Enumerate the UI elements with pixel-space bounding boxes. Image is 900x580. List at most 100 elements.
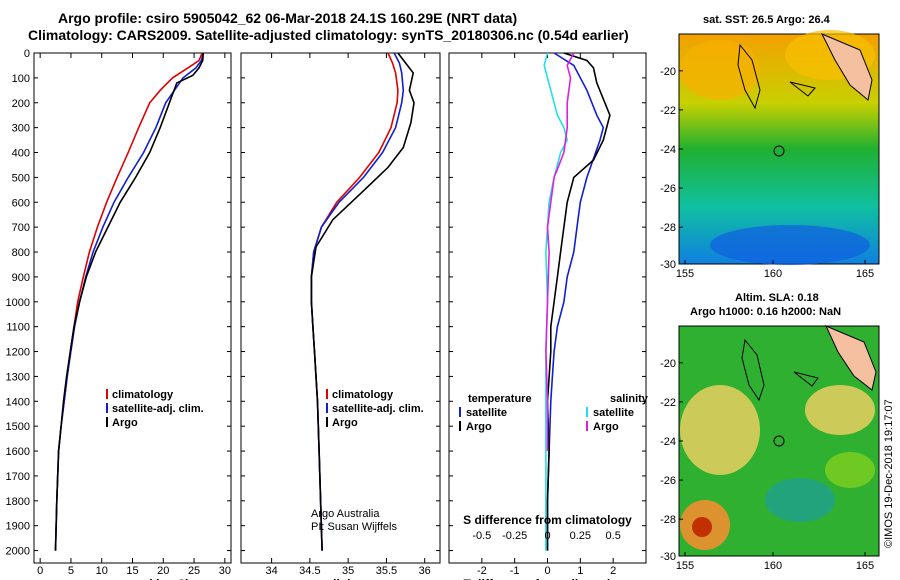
y-tick-label: 900 — [12, 272, 30, 284]
x-tick-label: 35.5 — [376, 565, 397, 577]
s-tick-label: 0 — [544, 530, 550, 542]
x-axis-label: temperature (deg C) — [75, 577, 189, 580]
x-tick-label: 0 — [544, 565, 550, 577]
x-tick-label: 2 — [610, 565, 616, 577]
x-tick-label: -2 — [477, 565, 487, 577]
legend-label: satellite — [593, 407, 634, 419]
sla-map — [678, 325, 880, 557]
sla-map-title-1: Altim. SLA: 0.18 — [735, 292, 819, 304]
y-tick-label: 1300 — [6, 371, 30, 383]
y-tick-label: 1900 — [6, 521, 30, 533]
x-tick-label: 10 — [96, 565, 108, 577]
sla-patch — [825, 452, 875, 488]
lat-tick-label: -30 — [660, 551, 676, 563]
sst-map — [678, 30, 880, 265]
x-tick-label: 30 — [219, 565, 231, 577]
x-tick-label: -1 — [510, 565, 520, 577]
y-tick-label: 2000 — [6, 546, 30, 558]
legend-label: Argo — [112, 417, 138, 429]
lon-tick-label: 160 — [764, 560, 782, 572]
y-tick-label: 1700 — [6, 471, 30, 483]
y-tick-label: 1000 — [6, 297, 30, 309]
legend-title-temperature: temperature — [468, 393, 532, 405]
sst-map-axes: 155 160 165 -20 -22 -24 -26 -28 -30 — [660, 66, 874, 280]
annotation-text: Argo Australia — [311, 508, 380, 520]
argo-float-marker — [773, 145, 785, 157]
y-tick-label: 100 — [12, 73, 30, 85]
s-tick-label: -0.5 — [472, 530, 491, 542]
y-tick-label: 600 — [12, 197, 30, 209]
lon-tick-label: 155 — [676, 560, 694, 572]
series-line-argo — [310, 52, 415, 551]
s-axis-label: S difference from climatology — [463, 513, 632, 527]
s-tick-label: 0.5 — [606, 530, 621, 542]
x-tick-label: 20 — [157, 565, 169, 577]
lat-tick-label: -20 — [660, 358, 676, 370]
legend-label: Argo — [466, 421, 492, 433]
legend-label: climatology — [112, 389, 174, 401]
panel-1: 0 5 10 15 20 25 300100200300400500600700800900… — [6, 48, 232, 580]
lon-tick-label: 165 — [856, 268, 874, 280]
lat-tick-label: -24 — [660, 144, 676, 156]
sla-high-patch — [805, 385, 875, 435]
coastline-loyalty-islands — [789, 81, 816, 97]
y-tick-label: 400 — [12, 148, 30, 160]
lat-tick-label: -26 — [660, 475, 676, 487]
series-line-argo — [54, 52, 205, 551]
s-tick-label: -0.25 — [502, 530, 527, 542]
panel-3: -2 -1 0 1 2T difference from climatology temp… — [448, 52, 649, 580]
coastline-new-caledonia — [741, 338, 765, 402]
lat-tick-label: -28 — [660, 222, 676, 234]
coastline-loyalty-islands — [793, 371, 819, 387]
s-tick-label: 0.25 — [570, 530, 591, 542]
x-tick-label: 35 — [342, 565, 354, 577]
y-tick-label: 1400 — [6, 396, 30, 408]
x-tick-label: 15 — [126, 565, 138, 577]
imos-credit: ©IMOS 19-Dec-2018 19:17:07 — [883, 399, 895, 548]
coastline-vanuatu — [820, 33, 873, 101]
y-tick-label: 1800 — [6, 496, 30, 508]
x-tick-label: 36 — [419, 565, 431, 577]
lon-tick-label: 155 — [676, 268, 694, 280]
legend-label: satellite-adj. clim. — [332, 403, 424, 415]
series-line-s-argo — [545, 52, 575, 451]
x-tick-label: 5 — [68, 565, 74, 577]
lat-tick-label: -22 — [660, 397, 676, 409]
x-tick-label: 0 — [37, 565, 43, 577]
lon-tick-label: 160 — [764, 268, 782, 280]
y-tick-label: 1100 — [6, 322, 30, 334]
argo-float-marker — [773, 435, 785, 447]
legend-label: satellite — [466, 407, 507, 419]
sla-map-title-2: Argo h1000: 0.16 h2000: NaN — [690, 306, 842, 318]
x-axis-label: salinity — [320, 577, 362, 580]
sla-high-patch — [680, 385, 760, 475]
sst-warm-patch — [680, 40, 760, 100]
panel-2: 34 34.5 35 35.5 36 salinity climatology satelli… — [240, 52, 441, 580]
annotation-text: PI: Susan Wijffels — [311, 521, 397, 533]
y-tick-label: 1200 — [6, 347, 30, 359]
sla-high-core — [692, 517, 712, 537]
plot-frame — [240, 52, 441, 564]
legend-label: Argo — [332, 417, 358, 429]
sla-low-patch — [765, 478, 835, 522]
lat-tick-label: -28 — [660, 514, 676, 526]
title-line-2: Climatology: CARS2009. Satellite-adjuste… — [28, 27, 629, 43]
y-tick-label: 800 — [12, 247, 30, 259]
legend-label: climatology — [332, 389, 394, 401]
sst-cool-patch — [710, 225, 870, 265]
x-tick-label: 34 — [265, 565, 277, 577]
coastline-vanuatu — [825, 325, 877, 391]
y-tick-label: 500 — [12, 172, 30, 184]
lat-tick-label: -24 — [660, 436, 676, 448]
lat-tick-label: -20 — [660, 66, 676, 78]
y-tick-label: 1600 — [6, 446, 30, 458]
x-tick-label: 34.5 — [299, 565, 320, 577]
lat-tick-label: -26 — [660, 183, 676, 195]
x-tick-label: 25 — [188, 565, 200, 577]
legend-label: satellite-adj. clim. — [112, 403, 204, 415]
sst-map-title: sat. SST: 26.5 Argo: 26.4 — [703, 14, 830, 26]
x-tick-label: 1 — [577, 565, 583, 577]
sla-map-axes: 155 160 165 -20 -22 -24 -26 -28 -30 — [660, 358, 874, 572]
legend-title-salinity: salinity — [610, 393, 649, 405]
